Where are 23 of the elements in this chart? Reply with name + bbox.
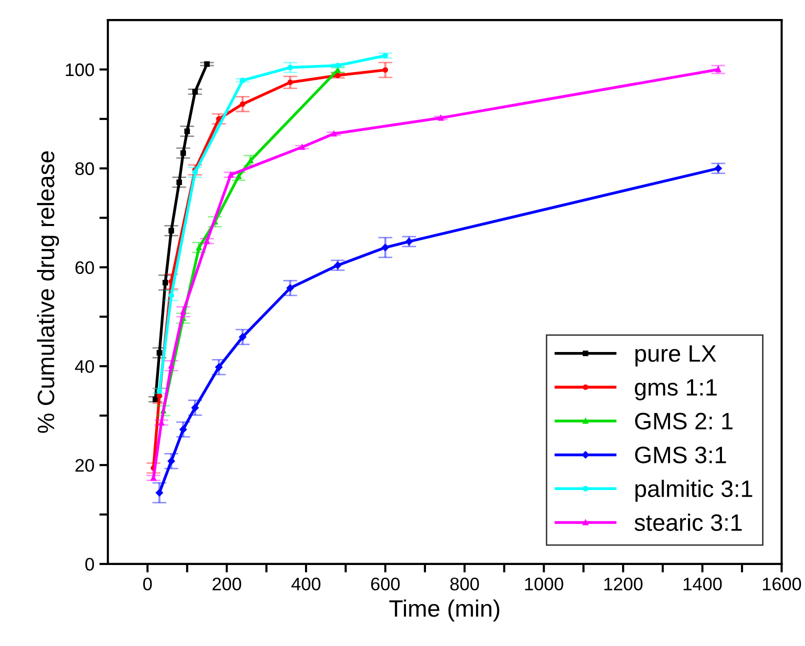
y-tick-label: 0	[85, 558, 94, 571]
x-tick-label: 400	[291, 578, 320, 590]
y-tick-label: 60	[76, 261, 94, 274]
x-tick-label: 0	[143, 578, 152, 590]
x-tick-label: 1600	[762, 578, 802, 590]
legend-label: pure LX	[635, 345, 716, 367]
x-tick-label: 1400	[684, 578, 722, 590]
y-tick-label: 20	[76, 458, 94, 472]
y-tick-label: 100	[66, 63, 94, 76]
x-tick-label: 1000	[525, 578, 564, 590]
y-axis-title: % Cumulative drug release	[36, 151, 59, 433]
x-tick-label: 200	[212, 578, 242, 590]
x-tick-label: 800	[450, 578, 479, 590]
x-tick-label: 600	[371, 578, 400, 590]
x-tick-label: 1200	[604, 578, 642, 590]
y-tick-label: 40	[75, 360, 94, 373]
y-tick-label: 80	[75, 162, 94, 176]
legend-label: palmitic 3:1	[635, 480, 752, 502]
legend-label: GMS 3:1	[635, 446, 726, 464]
legend-label: GMS 2: 1	[635, 412, 732, 430]
x-axis-title: Time (min)	[389, 600, 500, 622]
legend-label: stearic 3:1	[634, 514, 742, 531]
legend-label: gms 1:1	[634, 379, 717, 400]
